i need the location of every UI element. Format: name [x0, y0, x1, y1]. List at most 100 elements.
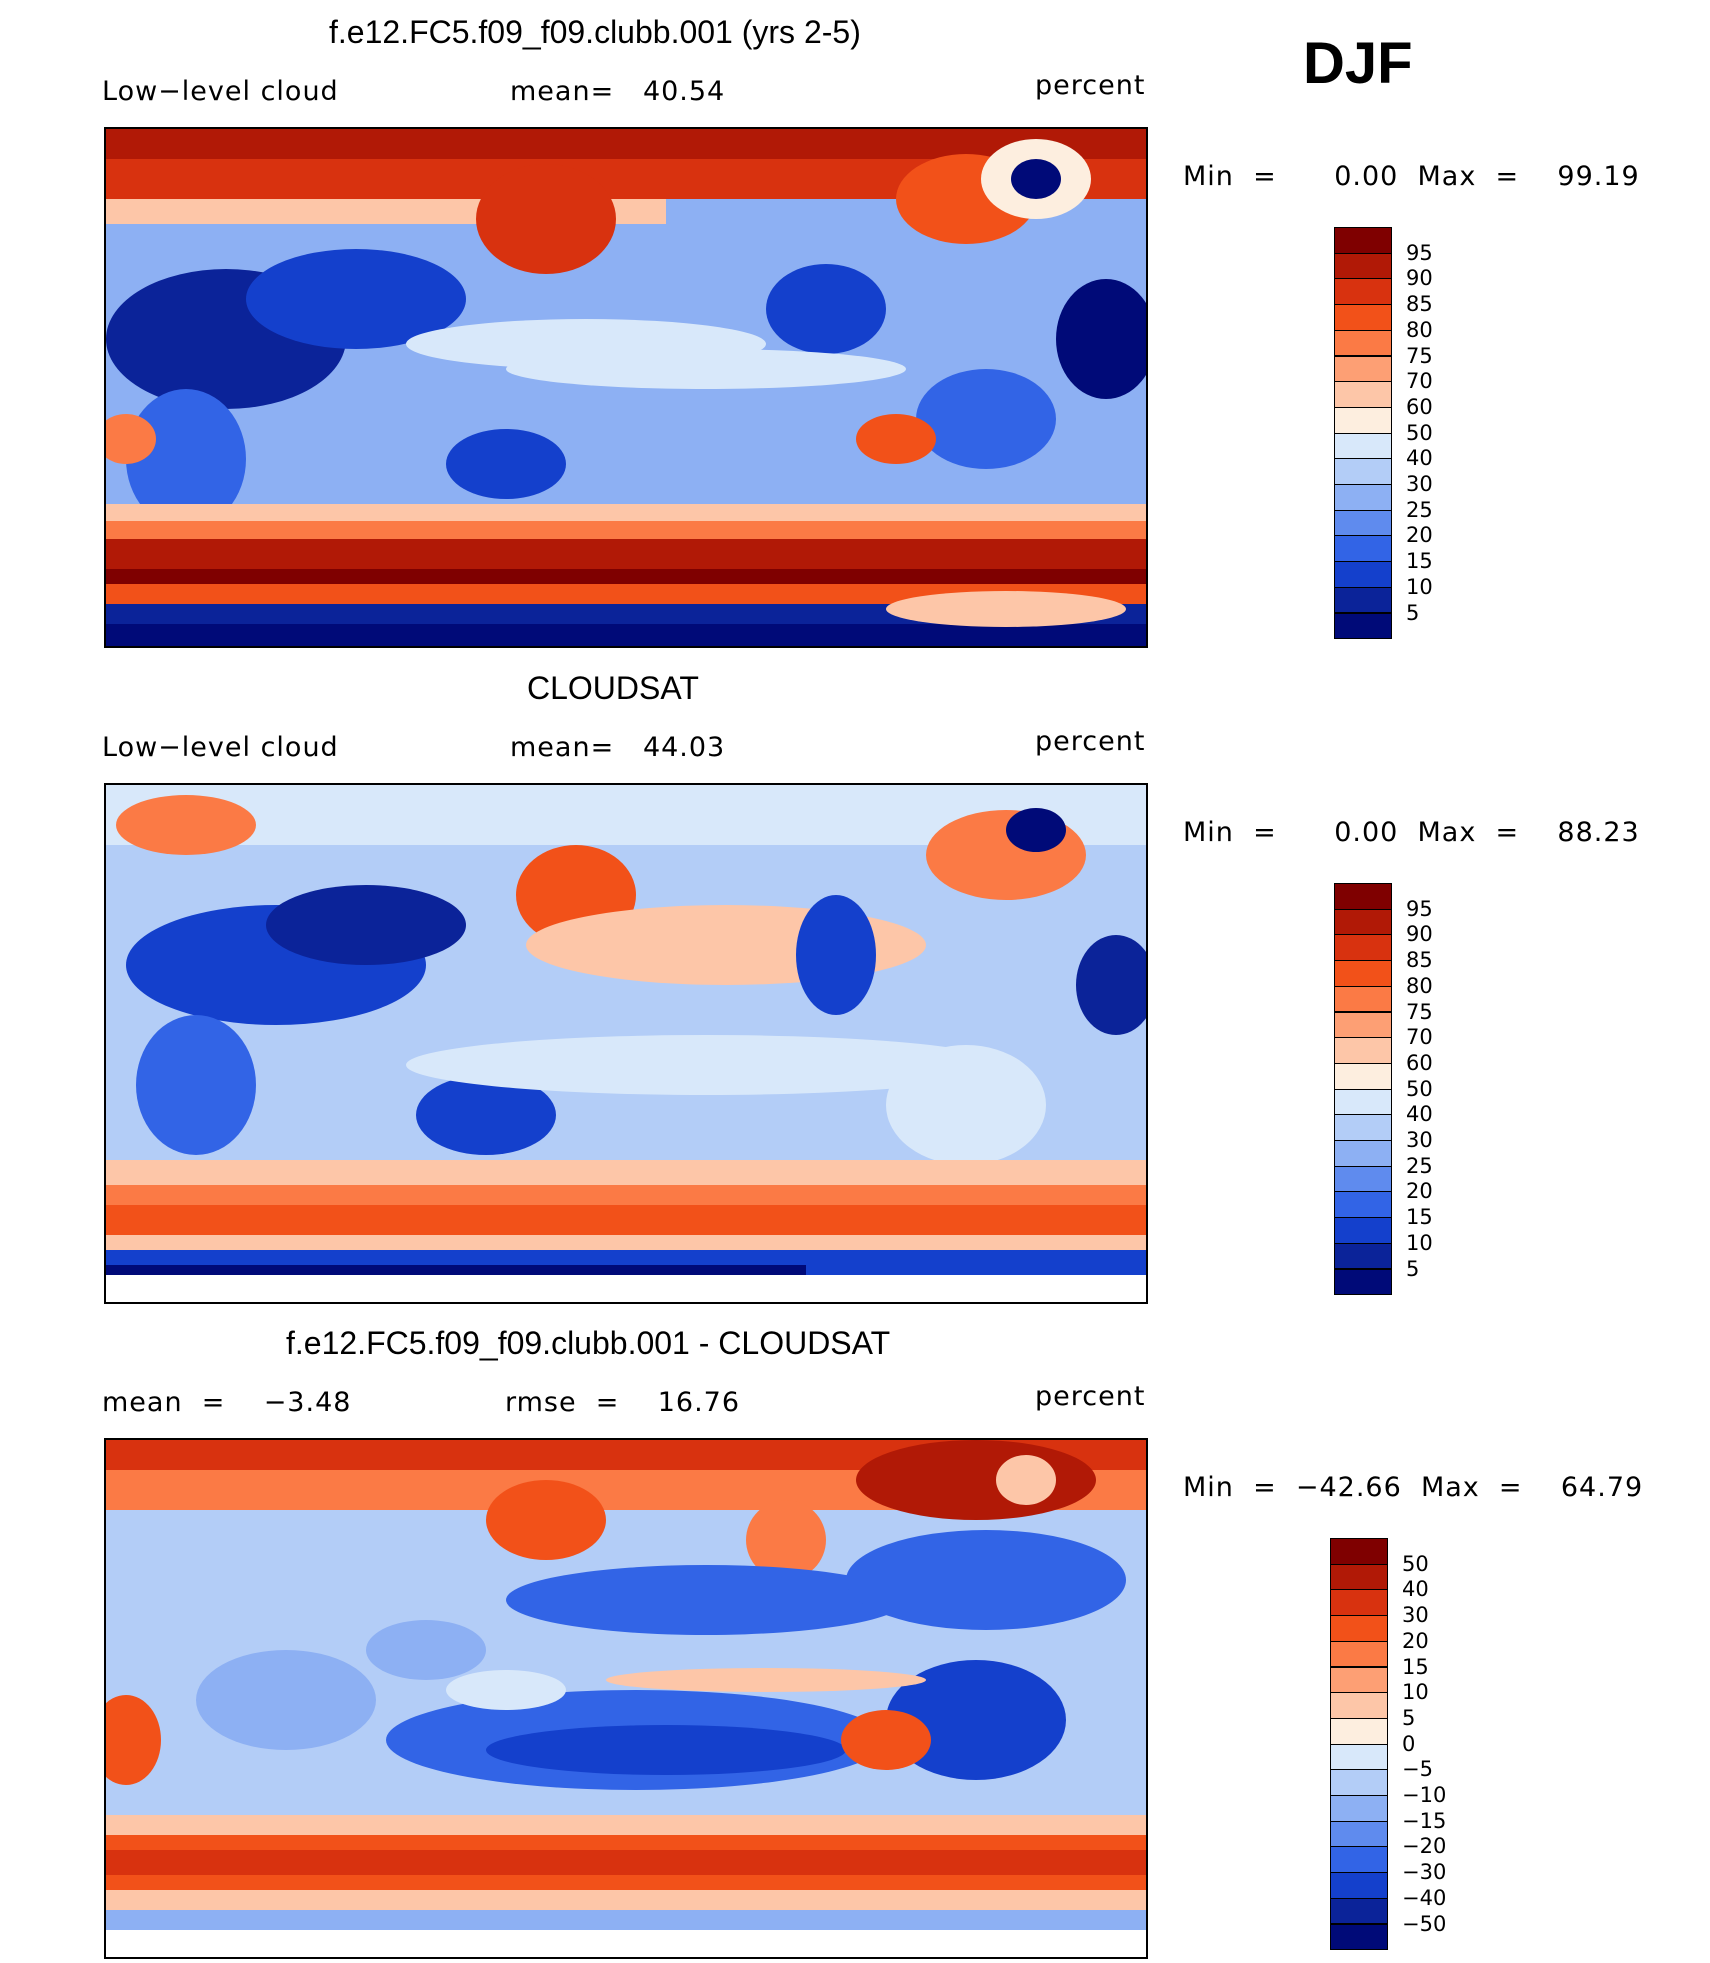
panel-1-left-label: Low−level cloud [102, 76, 339, 107]
panel-2-left-label: Low−level cloud [102, 732, 339, 763]
colorbar-swatch [1334, 985, 1392, 1013]
panel-2-map-svg [106, 785, 1146, 1302]
colorbar-swatch [1334, 381, 1392, 408]
colorbar-tick-label: 0 [1402, 1731, 1416, 1756]
colorbar-swatch [1330, 1640, 1388, 1668]
colorbar-tick-label: 80 [1406, 973, 1433, 998]
colorbar-tick-label: 10 [1402, 1680, 1429, 1705]
colorbar-swatch [1330, 1589, 1388, 1617]
colorbar-swatch [1334, 406, 1392, 434]
colorbar-tick-label: 10 [1406, 574, 1433, 599]
panel-2-minmax: Min = 0.00 Max = 88.23 [1183, 817, 1640, 848]
colorbar-swatch [1334, 1037, 1392, 1064]
colorbar-tick-label: 20 [1406, 1179, 1433, 1204]
colorbar-tick-label: 70 [1406, 1025, 1433, 1050]
colorbar-tick-label: 60 [1406, 1050, 1433, 1075]
colorbar-swatch [1330, 1820, 1388, 1848]
panel-1-map-svg [106, 129, 1146, 646]
colorbar-swatch [1330, 1795, 1388, 1822]
panel-1-title: f.e12.FC5.f09_f09.clubb.001 (yrs 2-5) [329, 14, 861, 50]
panel-1-minmax: Min = 0.00 Max = 99.19 [1183, 161, 1640, 192]
colorbar-tick-label: 95 [1406, 896, 1433, 921]
panel-3-units: percent [1035, 1381, 1146, 1412]
colorbar-tick-label: 30 [1406, 1128, 1433, 1152]
colorbar-swatch [1334, 227, 1392, 254]
colorbar-tick-label: 50 [1406, 420, 1433, 445]
colorbar-swatch [1334, 458, 1392, 485]
colorbar-swatch [1334, 1165, 1392, 1193]
colorbar-tick-label: 20 [1402, 1628, 1429, 1653]
panel-1-map [104, 127, 1148, 648]
panel-3-map-svg [106, 1440, 1146, 1957]
colorbar-tick-label: 25 [1406, 1153, 1433, 1178]
colorbar-tick-label: 10 [1406, 1230, 1433, 1255]
colorbar-tick-label: 90 [1406, 922, 1433, 947]
colorbar-tick-label: 25 [1406, 497, 1433, 522]
colorbar-swatch [1334, 883, 1392, 910]
colorbar-tick-label: 5 [1406, 1256, 1420, 1281]
colorbar-tick-label: 15 [1406, 1205, 1433, 1230]
colorbar-swatch [1334, 1062, 1392, 1090]
colorbar-swatch [1334, 1140, 1392, 1167]
colorbar-swatch [1334, 355, 1392, 383]
colorbar-swatch [1334, 329, 1392, 357]
colorbar-swatch [1334, 304, 1392, 331]
colorbar-tick-label: −50 [1402, 1911, 1447, 1936]
colorbar-swatch [1334, 1191, 1392, 1219]
colorbar-swatch [1330, 1743, 1388, 1771]
colorbar-swatch [1334, 278, 1392, 306]
colorbar-swatch [1330, 1897, 1388, 1925]
colorbar-swatch [1334, 612, 1392, 640]
colorbar-tick-label: −20 [1402, 1834, 1447, 1859]
colorbar-swatch [1334, 1242, 1392, 1270]
colorbar-swatch [1334, 1114, 1392, 1141]
colorbar-swatch [1334, 509, 1392, 537]
panel-3-title: f.e12.FC5.f09_f09.clubb.001 - CLOUDSAT [286, 1325, 891, 1361]
colorbar-tick-label: −40 [1402, 1885, 1447, 1910]
colorbar-tick-label: 75 [1406, 999, 1433, 1024]
panel-2-units: percent [1035, 726, 1146, 757]
colorbar-tick-label: 80 [1406, 317, 1433, 342]
panel-3-minmax: Min = −42.66 Max = 64.79 [1183, 1472, 1644, 1503]
panel-2-title: CLOUDSAT [527, 670, 699, 706]
colorbar-swatch [1330, 1692, 1388, 1719]
colorbar-swatch [1330, 1923, 1388, 1951]
colorbar-tick-label: −30 [1402, 1860, 1447, 1885]
colorbar-swatch [1334, 484, 1392, 511]
colorbar-tick-label: 60 [1406, 394, 1433, 419]
colorbar-swatch [1330, 1563, 1388, 1591]
colorbar-swatch [1334, 252, 1392, 280]
colorbar-swatch [1334, 1011, 1392, 1039]
colorbar-swatch [1330, 1717, 1388, 1745]
colorbar-swatch [1330, 1769, 1388, 1796]
colorbar-swatch [1334, 934, 1392, 962]
colorbar-swatch [1330, 1872, 1388, 1899]
panel-1-units: percent [1035, 70, 1146, 101]
colorbar-tick-label: 30 [1406, 472, 1433, 496]
colorbar-tick-label: 15 [1406, 549, 1433, 574]
colorbar-tick-label: 5 [1406, 600, 1420, 625]
colorbar-tick-label: 95 [1406, 240, 1433, 265]
panel-2-mean-label: mean= 44.03 [510, 732, 726, 763]
colorbar-tick-label: 5 [1402, 1705, 1416, 1730]
colorbar-tick-label: −5 [1402, 1757, 1433, 1782]
colorbar-swatch [1334, 1268, 1392, 1296]
colorbar-tick-label: 15 [1402, 1654, 1429, 1679]
colorbar-tick-label: 50 [1406, 1076, 1433, 1101]
panel-2-map [104, 783, 1148, 1304]
colorbar-swatch [1334, 586, 1392, 614]
colorbar-swatch [1334, 1088, 1392, 1116]
colorbar-swatch [1330, 1666, 1388, 1694]
colorbar-tick-label: 40 [1406, 446, 1433, 471]
colorbar-swatch [1334, 908, 1392, 936]
colorbar-tick-label: 75 [1406, 343, 1433, 368]
colorbar-tick-label: 40 [1402, 1577, 1429, 1602]
colorbar-swatch [1330, 1538, 1388, 1565]
colorbar-tick-label: 30 [1402, 1603, 1429, 1628]
colorbar-swatch [1334, 432, 1392, 460]
colorbar-tick-label: 85 [1406, 292, 1433, 317]
colorbar-swatch [1334, 535, 1392, 563]
colorbar-swatch [1334, 1217, 1392, 1244]
colorbar-swatch [1334, 561, 1392, 588]
panel-3-rmse-label: rmse = 16.76 [505, 1387, 741, 1418]
